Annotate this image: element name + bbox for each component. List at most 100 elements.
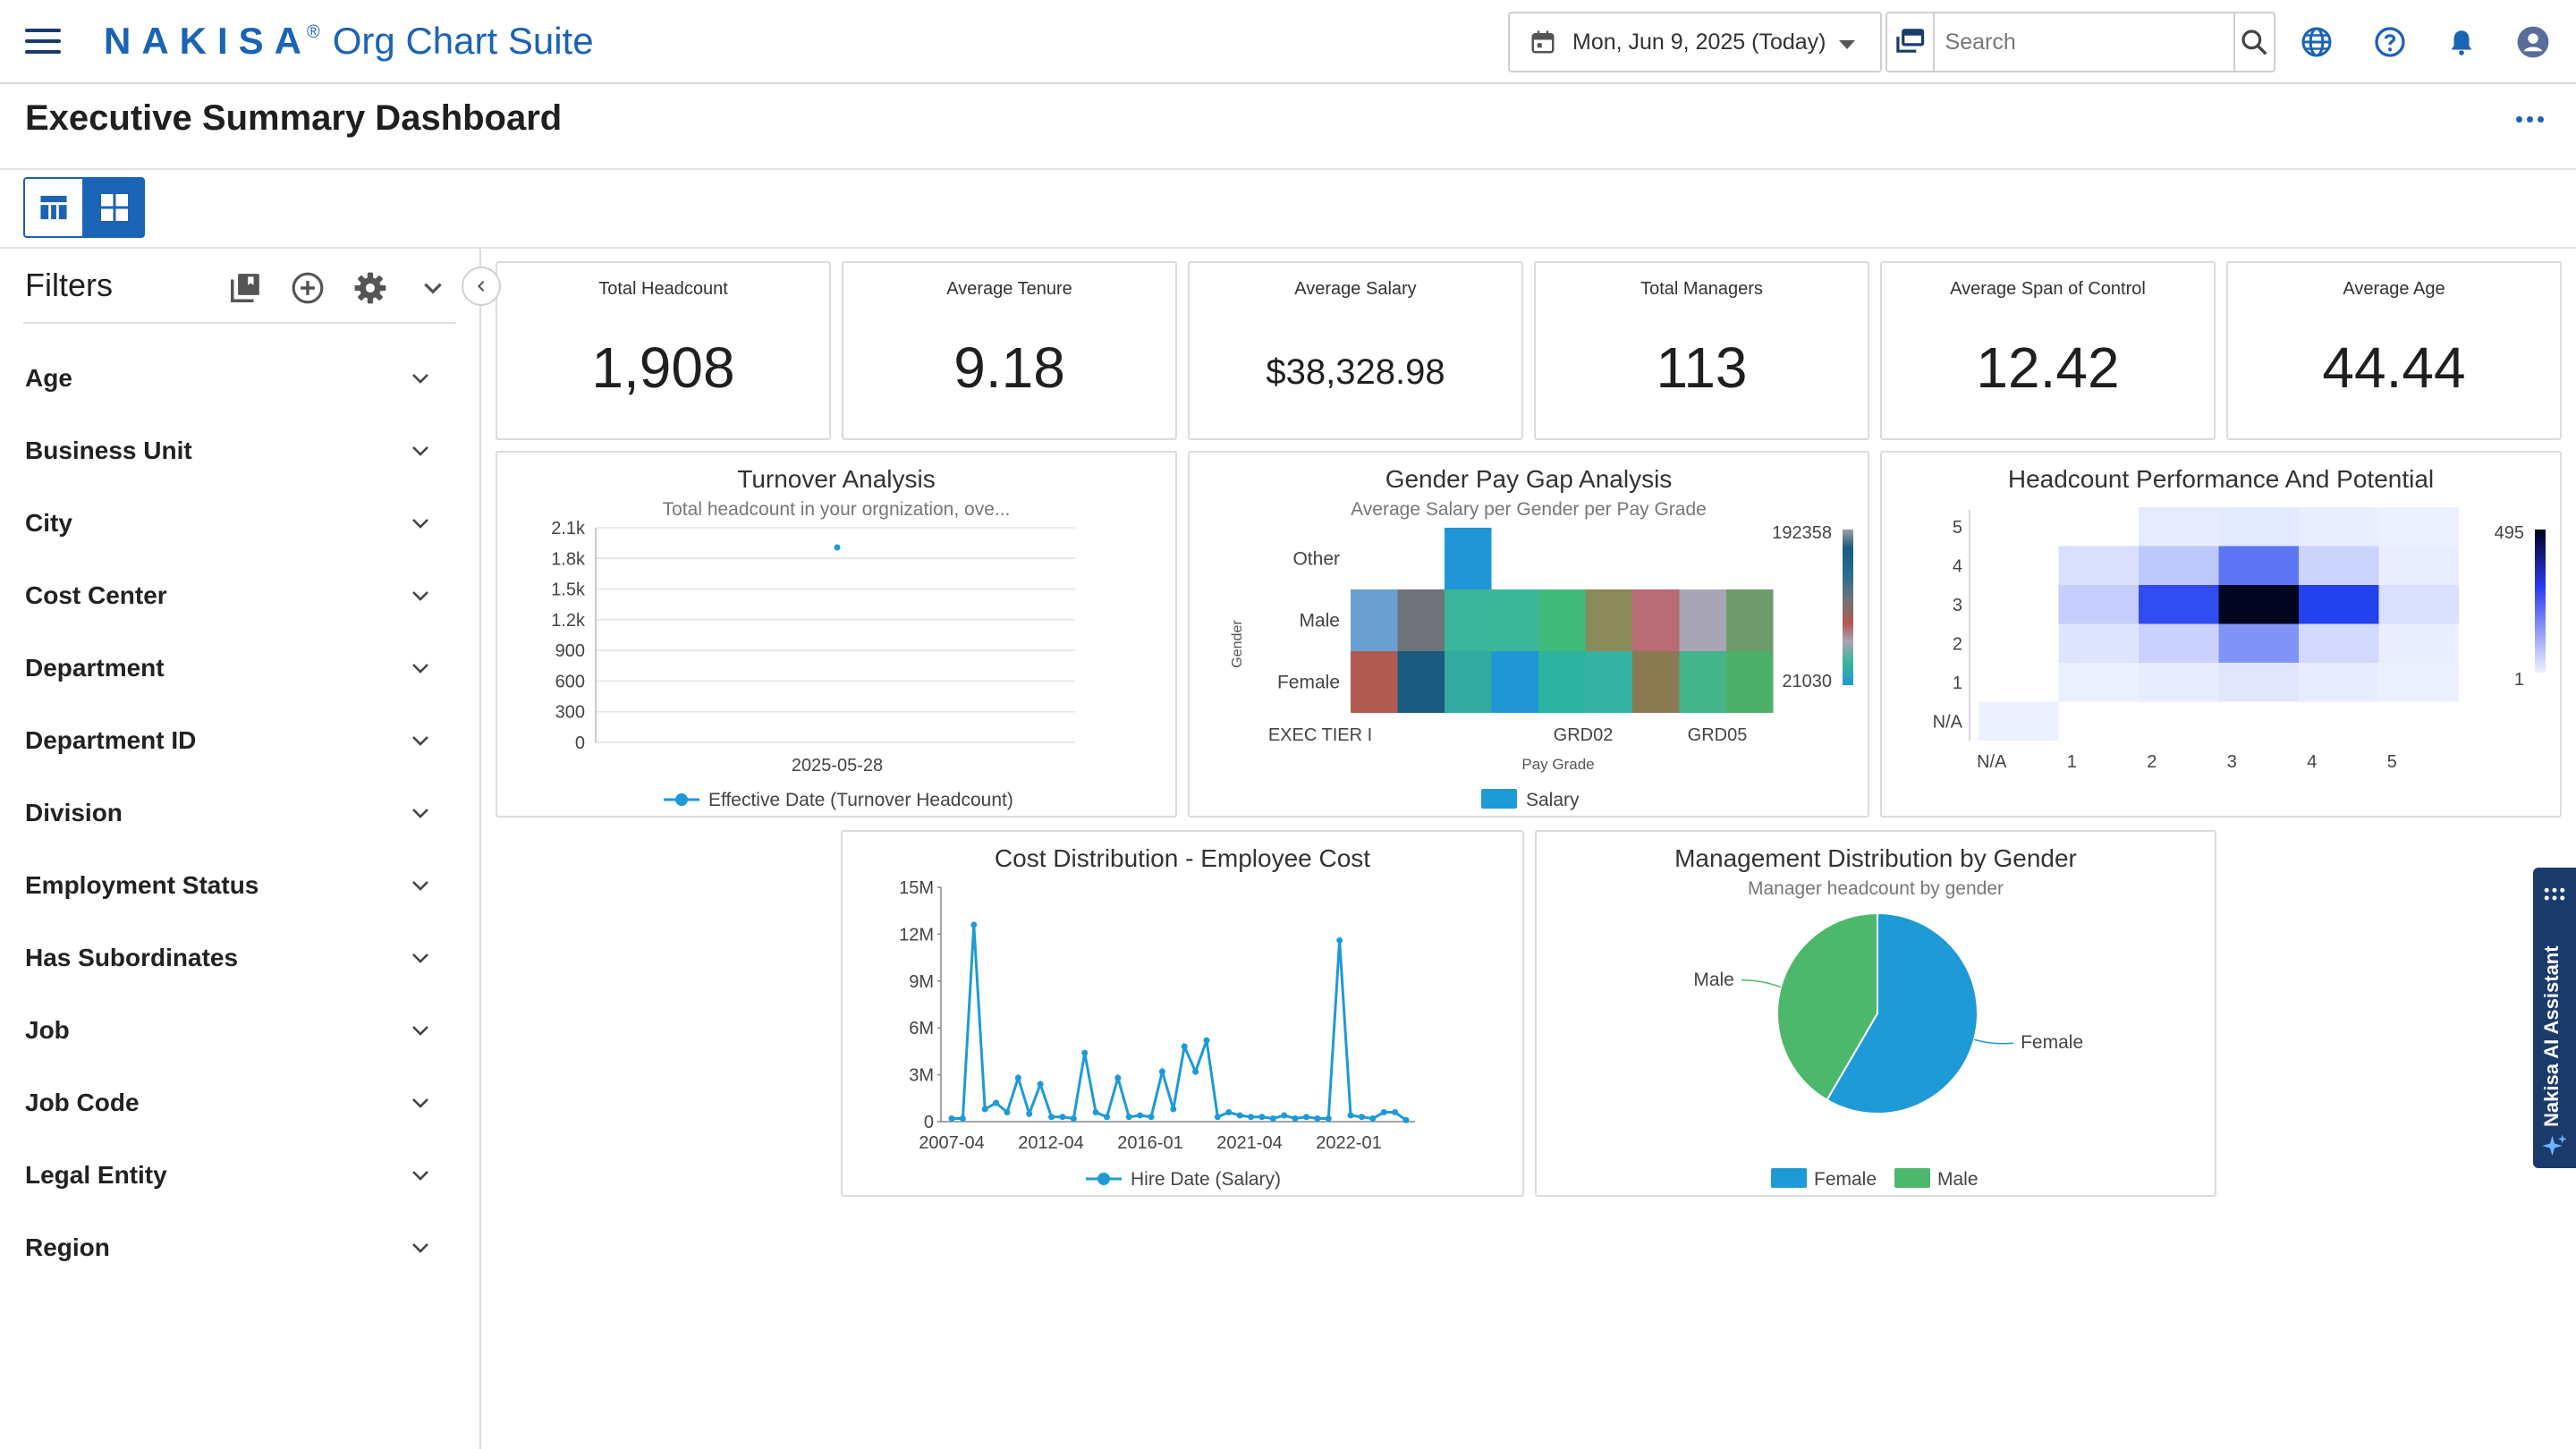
filter-toolbar (225, 268, 453, 308)
x-tick-label: 4 (2307, 752, 2317, 772)
kpi-title: Total Managers (1640, 279, 1763, 299)
filter-item-employment-status[interactable]: Employment Status (0, 849, 481, 921)
data-point (1148, 1114, 1155, 1121)
data-point (1347, 1112, 1354, 1119)
view-switch-icon (1896, 29, 1925, 53)
scale-max-label: 495 (2495, 523, 2524, 543)
filter-label: Cost Center (25, 580, 167, 609)
gender-pay-gap-card: Gender Pay Gap Analysis Average Salary p… (1188, 451, 1869, 818)
data-point (1281, 1112, 1288, 1119)
saved-filters-button[interactable] (225, 268, 265, 308)
menu-icon[interactable] (25, 29, 61, 55)
y-tick-label: N/A (1933, 712, 1963, 732)
filter-item-department[interactable]: Department (0, 631, 481, 704)
legend-marker (675, 793, 688, 806)
divider (0, 168, 2576, 170)
filter-item-department-id[interactable]: Department ID (0, 704, 481, 776)
scale-min-label: 1 (2514, 670, 2524, 690)
heatmap-cell (2299, 507, 2379, 547)
kpi-title: Average Age (2343, 279, 2445, 299)
y-tick-label: 3M (909, 1066, 934, 1086)
filter-label: Business Unit (25, 436, 192, 464)
view-switch-button[interactable] (1887, 13, 1935, 71)
filter-item-has-subordinates[interactable]: Has Subordinates (0, 921, 481, 994)
data-point (959, 1115, 966, 1123)
search-icon (2241, 30, 2267, 55)
filter-label: Job Code (25, 1088, 140, 1116)
legend-label: Hire Date (Salary) (1131, 1169, 1281, 1190)
kpi-card-average-salary[interactable]: Average Salary $38,328.98 (1188, 261, 1523, 440)
view-toggle (23, 177, 145, 238)
kpi-card-average-tenure[interactable]: Average Tenure 9.18 (842, 261, 1177, 440)
leader-line (1973, 1038, 2014, 1045)
y-tick-label: 15M (899, 878, 934, 898)
data-point (1103, 1114, 1110, 1121)
search-button[interactable] (2233, 13, 2274, 71)
data-point (1037, 1080, 1044, 1088)
brand[interactable]: NAKISA ® Org Chart Suite (104, 20, 594, 63)
data-point (1014, 1074, 1021, 1081)
chart-subtitle: Manager headcount by gender (1747, 878, 2004, 899)
more-options-icon[interactable] (2516, 116, 2544, 123)
kpi-value: $38,328.98 (1266, 352, 1445, 392)
y-tick-label: 9M (909, 972, 934, 992)
heatmap-cell (1351, 589, 1398, 651)
heatmap-cell (2378, 585, 2459, 624)
table-view-button[interactable] (23, 177, 84, 238)
filters-expand-button[interactable] (413, 268, 453, 308)
collapse-sidebar-button[interactable] (462, 267, 501, 306)
filter-item-job[interactable]: Job (0, 994, 481, 1066)
filter-item-job-code[interactable]: Job Code (0, 1066, 481, 1139)
heatmap-cell (2218, 623, 2299, 663)
ai-assistant-tab[interactable]: Nakisa AI Assistant (2533, 868, 2576, 1168)
chevron-down-icon (412, 1170, 428, 1181)
heatmap-cell (1632, 651, 1680, 713)
help-icon[interactable] (2372, 24, 2408, 60)
filters-panel: Filters Age Business Unit City Cost (0, 249, 481, 1449)
kpi-value: 12.42 (1976, 335, 2120, 400)
chart-title: Turnover Analysis (737, 465, 936, 493)
add-filter-button[interactable] (288, 268, 327, 308)
turnover-chart: 0 300 600 900 1.2k 1.5k 1.8k 2.1k 2025-05-28 Effe… (551, 519, 1075, 810)
x-tick-label: 2016-01 (1117, 1133, 1182, 1153)
x-axis-label: Pay Grade (1521, 756, 1594, 773)
kpi-card-average-age[interactable]: Average Age 44.44 (2226, 261, 2562, 440)
x-tick-label: 2025-05-28 (792, 756, 883, 775)
filter-item-cost-center[interactable]: Cost Center (0, 559, 481, 631)
filter-item-legal-entity[interactable]: Legal Entity (0, 1139, 481, 1211)
search-input[interactable] (1934, 13, 2233, 71)
data-point (970, 921, 978, 928)
data-point (1392, 1109, 1399, 1116)
heatmap-cell (2378, 546, 2459, 585)
heatmap-cell (1726, 589, 1774, 651)
kpi-card-total-managers[interactable]: Total Managers 113 (1534, 261, 1869, 440)
y-tick-label: 300 (555, 703, 585, 723)
globe-icon[interactable] (2299, 24, 2334, 60)
filter-item-age[interactable]: Age (0, 342, 481, 414)
user-avatar-icon[interactable] (2515, 24, 2551, 60)
data-point (1004, 1109, 1011, 1116)
data-point (1158, 1068, 1165, 1075)
chevron-down-icon (412, 663, 428, 674)
filter-item-region[interactable]: Region (0, 1211, 481, 1284)
filter-item-city[interactable]: City (0, 487, 481, 559)
filter-item-business-unit[interactable]: Business Unit (0, 414, 481, 487)
data-point (1214, 1114, 1221, 1121)
row-label: Female (1277, 673, 1340, 693)
bell-icon[interactable] (2444, 24, 2479, 60)
x-tick-label: 5 (2387, 752, 2397, 772)
heatmap-cell (2139, 663, 2219, 702)
ai-assistant-label: Nakisa AI Assistant (2540, 945, 2563, 1127)
kpi-card-average-span-of-control[interactable]: Average Span of Control 12.42 (1880, 261, 2216, 440)
dashboard-view-button[interactable] (84, 177, 145, 238)
cost-distribution-card: Cost Distribution - Employee Cost 0 3M 6M 9… (841, 830, 1524, 1197)
kpi-title: Average Tenure (946, 279, 1072, 299)
heatmap-cell (2218, 546, 2299, 585)
sparkle-icon (2542, 1134, 2567, 1157)
filter-label: Division (25, 798, 123, 826)
filter-item-division[interactable]: Division (0, 776, 481, 849)
kpi-card-total-headcount[interactable]: Total Headcount 1,908 (496, 261, 831, 440)
filter-settings-button[interactable] (351, 268, 390, 308)
date-picker[interactable]: Mon, Jun 9, 2025 (Today) (1508, 12, 1882, 72)
x-tick-label: 3 (2227, 752, 2237, 772)
